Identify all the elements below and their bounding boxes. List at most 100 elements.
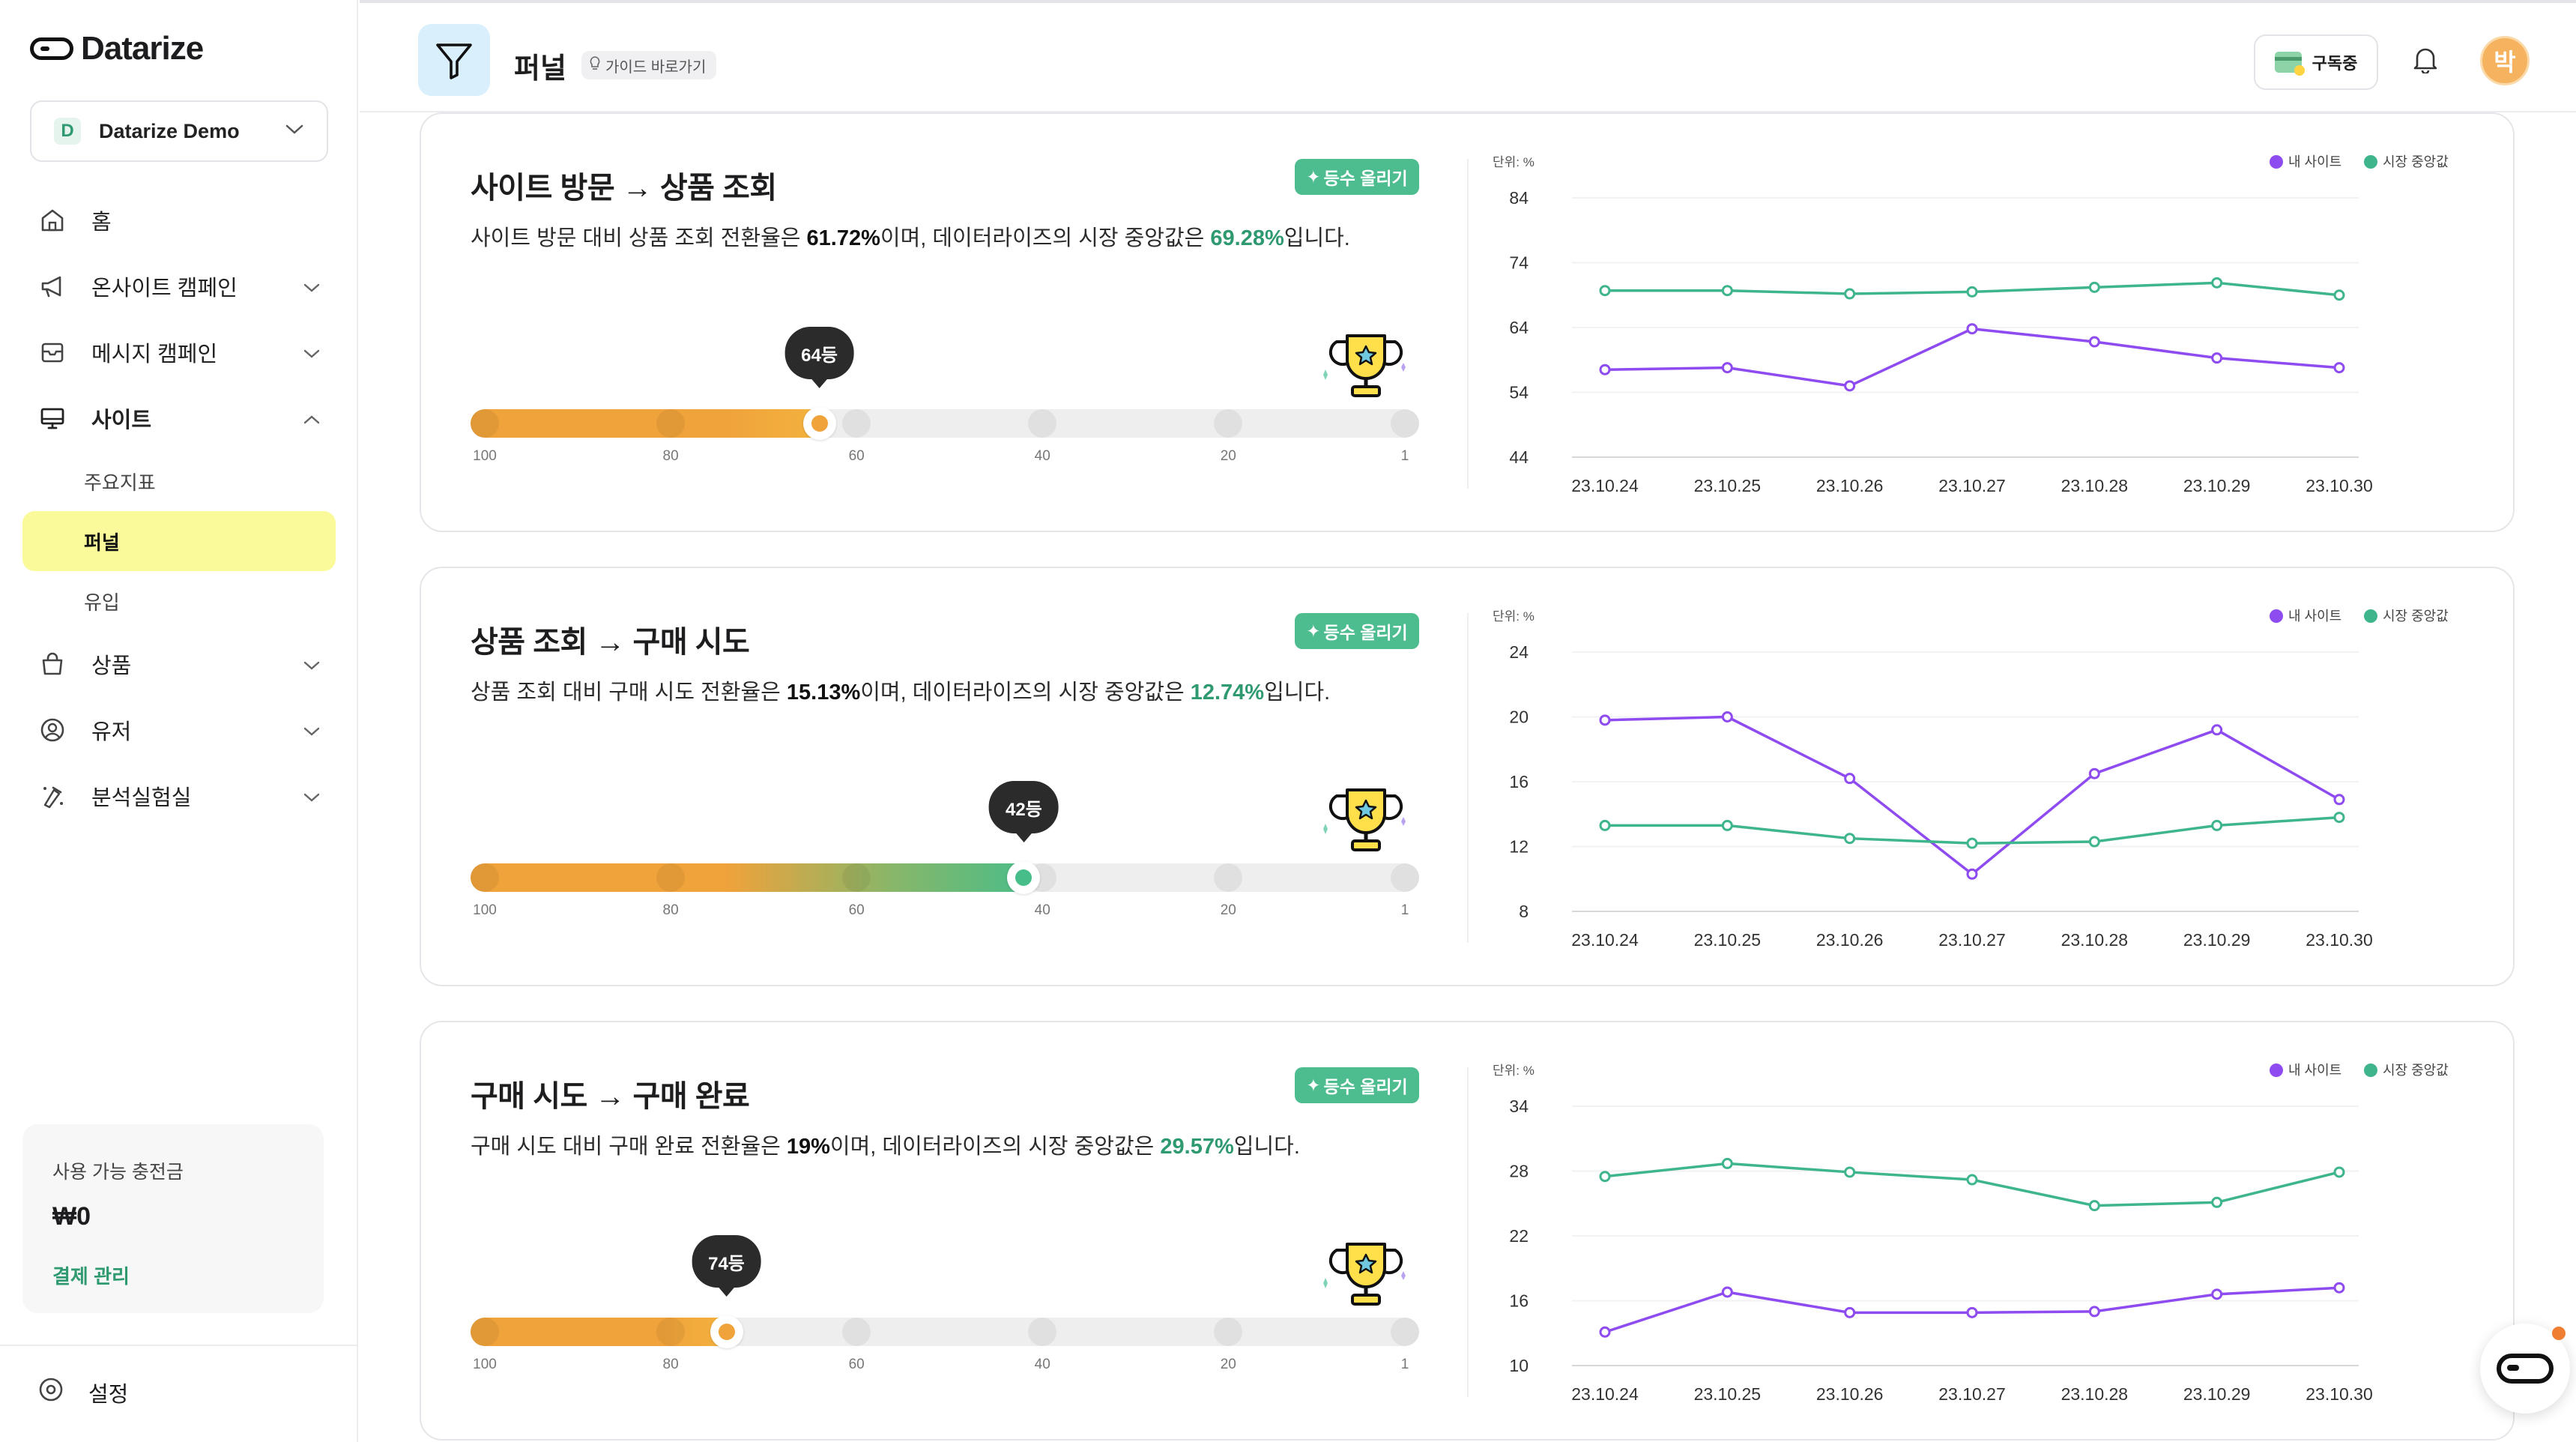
sidebar-item-message-campaign[interactable]: 메시지 캠페인 <box>22 319 336 385</box>
data-point[interactable] <box>2088 281 2100 293</box>
settings-label: 설정 <box>88 1383 129 1407</box>
sidebar-divider <box>0 1345 358 1346</box>
logo[interactable]: Datarize <box>30 30 204 67</box>
sidebar-item-home[interactable]: 홈 <box>22 187 336 253</box>
rank-tick-dot <box>1391 409 1419 438</box>
data-point[interactable] <box>2333 289 2345 301</box>
sidebar-item-site[interactable]: 사이트 <box>22 385 336 451</box>
data-point[interactable] <box>2211 1288 2223 1300</box>
chevron-down-icon <box>303 274 321 299</box>
sidebar-subitem-inflow[interactable]: 유입 <box>84 591 120 614</box>
y-tick-label: 20 <box>1509 708 1529 727</box>
y-tick-label: 16 <box>1509 1291 1529 1311</box>
y-tick-label: 34 <box>1509 1096 1529 1116</box>
megaphone-icon <box>37 271 67 301</box>
data-point[interactable] <box>1599 714 1611 726</box>
x-tick-label: 23.10.27 <box>1938 930 2006 950</box>
rank-tick-dot <box>842 863 871 892</box>
data-point[interactable] <box>2088 1200 2100 1212</box>
data-point[interactable] <box>2211 1196 2223 1208</box>
home-icon <box>37 205 67 235</box>
rank-tick-dot <box>1214 1318 1243 1346</box>
data-point[interactable] <box>1721 711 1733 722</box>
data-point[interactable] <box>1721 285 1733 297</box>
data-point[interactable] <box>2211 724 2223 736</box>
data-point[interactable] <box>1966 868 1978 880</box>
sparkle-icon: ✦ <box>1306 1075 1321 1095</box>
data-point[interactable] <box>2211 277 2223 289</box>
data-point[interactable] <box>2211 352 2223 364</box>
legend-swatch <box>2364 1064 2377 1077</box>
sidebar-item-products[interactable]: 상품 <box>22 631 336 697</box>
funnel-title: 구매 시도 → 구매 완료 <box>471 1080 750 1113</box>
rank-tick-label: 40 <box>1034 1357 1050 1372</box>
funnel-card: 사이트 방문 → 상품 조회 ✦ 등수 올리기 사이트 방문 대비 상품 조회 … <box>420 112 2515 532</box>
data-point[interactable] <box>2088 767 2100 779</box>
rank-bubble: 74등 <box>692 1235 761 1297</box>
chat-help-button[interactable] <box>2480 1324 2570 1414</box>
y-tick-label: 24 <box>1509 642 1529 662</box>
desc-text: 입니다. <box>1233 1135 1300 1159</box>
x-tick-label: 23.10.26 <box>1816 476 1884 495</box>
data-point[interactable] <box>2333 1282 2345 1294</box>
data-point[interactable] <box>1966 286 1978 298</box>
data-point[interactable] <box>1721 1286 1733 1298</box>
sidebar-nav: 홈 온사이트 캠페인 메시지 캠페인 사이트 주요지표 퍼널 유입 <box>22 187 336 829</box>
data-point[interactable] <box>1844 288 1856 300</box>
series-line <box>1604 327 2340 387</box>
data-point[interactable] <box>1966 1306 1978 1318</box>
conversion-line-chart: 단위: % 34 28 22 16 10 23.10.24 23.10.25 23.10.26 2… <box>1482 1052 2486 1427</box>
guide-label: 가이드 바로가기 <box>605 58 707 76</box>
data-point[interactable] <box>1599 1326 1611 1338</box>
sidebar-item-lab[interactable]: 분석실험실 <box>22 763 336 829</box>
data-point[interactable] <box>2333 1166 2345 1178</box>
legend-label: 시장 중앙값 <box>2383 1063 2449 1078</box>
sidebar-subitem-key-metrics[interactable]: 주요지표 <box>84 471 156 494</box>
rank-up-button[interactable]: ✦ 등수 올리기 <box>1295 1067 1419 1103</box>
rank-up-label: 등수 올리기 <box>1323 1077 1408 1096</box>
data-point[interactable] <box>1966 837 1978 849</box>
sidebar: Datarize D Datarize Demo 홈 온사이트 캠페인 메시지 … <box>0 0 358 1442</box>
bell-icon[interactable] <box>2413 45 2438 77</box>
rank-up-button[interactable]: ✦ 등수 올리기 <box>1295 159 1419 195</box>
sidebar-item-settings[interactable]: 설정 <box>37 1376 128 1409</box>
data-point[interactable] <box>1844 380 1856 392</box>
billing-link[interactable]: 결제 관리 <box>52 1265 130 1288</box>
chart-svg: 단위: % 84 74 64 54 44 23.10.24 23.10.25 23.10.26 2… <box>1493 154 2449 495</box>
card-divider <box>1467 159 1469 489</box>
data-point[interactable] <box>2333 362 2345 374</box>
data-point[interactable] <box>1599 363 1611 375</box>
data-point[interactable] <box>1721 1157 1733 1169</box>
data-point[interactable] <box>1599 1171 1611 1183</box>
sidebar-item-onsite-campaign[interactable]: 온사이트 캠페인 <box>22 253 336 319</box>
rank-up-button[interactable]: ✦ 등수 올리기 <box>1295 613 1419 649</box>
y-tick-label: 64 <box>1509 318 1529 337</box>
workspace-selector[interactable]: D Datarize Demo <box>30 100 328 162</box>
avatar[interactable]: 박 <box>2480 36 2530 85</box>
credit-value: ₩0 <box>52 1202 91 1231</box>
data-point[interactable] <box>2088 836 2100 848</box>
data-point[interactable] <box>1966 1174 1978 1186</box>
data-point[interactable] <box>1599 819 1611 831</box>
data-point[interactable] <box>1721 819 1733 831</box>
data-point[interactable] <box>2088 1306 2100 1318</box>
data-point[interactable] <box>2333 794 2345 806</box>
data-point[interactable] <box>1844 833 1856 845</box>
data-point[interactable] <box>1844 1166 1856 1178</box>
data-point[interactable] <box>1844 1306 1856 1318</box>
data-point[interactable] <box>1966 323 1978 335</box>
sidebar-item-users[interactable]: 유저 <box>22 697 336 763</box>
data-point[interactable] <box>2088 336 2100 348</box>
subscription-button[interactable]: 구독중 <box>2254 34 2378 90</box>
data-point[interactable] <box>2211 819 2223 831</box>
guide-link[interactable]: 가이드 바로가기 <box>581 51 717 79</box>
market-rate: 12.74% <box>1190 681 1265 705</box>
data-point[interactable] <box>1721 362 1733 374</box>
data-point[interactable] <box>1599 285 1611 297</box>
sidebar-subitem-funnel[interactable]: 퍼널 <box>22 511 336 571</box>
chart-svg: 단위: % 34 28 22 16 10 23.10.24 23.10.25 23.10.26 2… <box>1493 1063 2449 1404</box>
data-point[interactable] <box>1844 773 1856 785</box>
data-point[interactable] <box>2333 812 2345 824</box>
desc-text: 상품 조회 대비 구매 시도 전환율은 <box>471 681 787 705</box>
funnel-card: 구매 시도 → 구매 완료 ✦ 등수 올리기 구매 시도 대비 구매 완료 전환… <box>420 1021 2515 1441</box>
